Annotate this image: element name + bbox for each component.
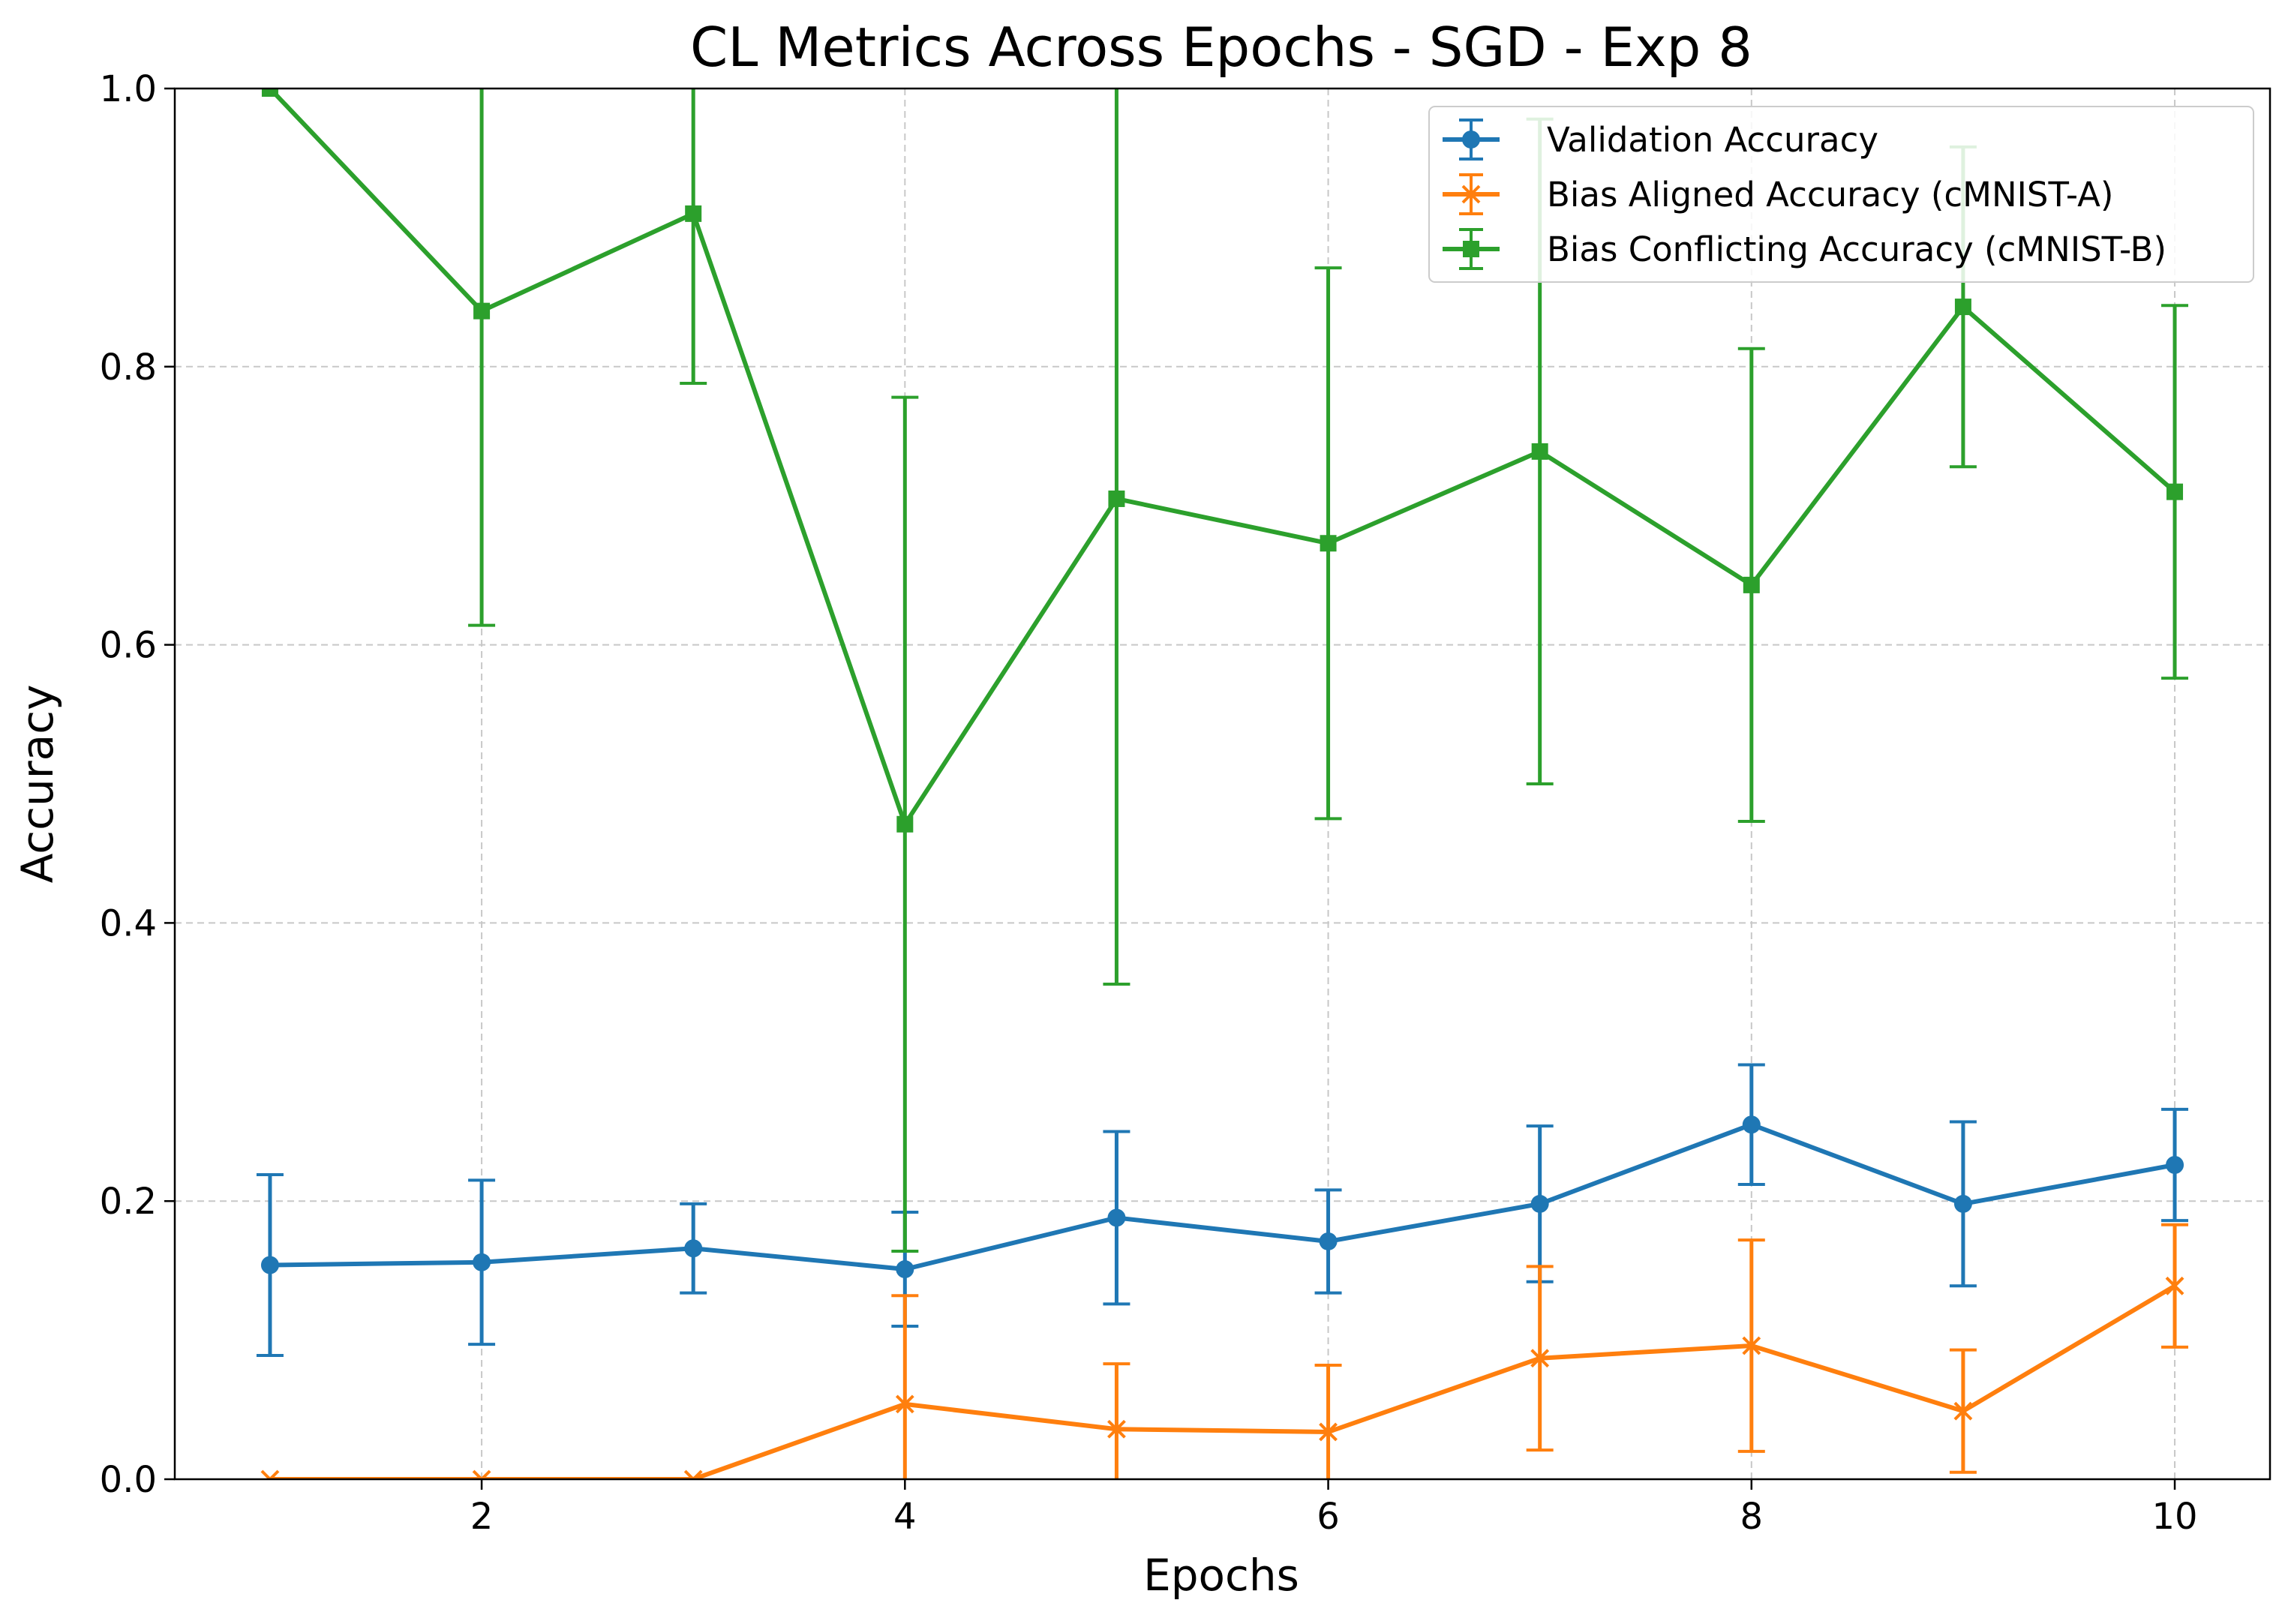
series-3	[261, 89, 2189, 1253]
x-tick-label: 4	[893, 1496, 917, 1538]
data-point	[473, 302, 491, 320]
data-point-stroke-b	[1742, 1336, 1761, 1355]
data-point-stroke-b	[268, 1469, 280, 1479]
legend-label: Validation Accuracy	[1547, 120, 1878, 160]
data-point	[1743, 576, 1760, 593]
data-point	[1107, 1419, 1126, 1439]
data-point	[685, 205, 702, 222]
data-point	[1742, 1336, 1761, 1355]
data-point	[1320, 535, 1337, 552]
data-point	[2166, 483, 2184, 500]
legend-label: Bias Conflicting Accuracy (cMNIST-B)	[1547, 230, 2166, 269]
data-point	[1530, 1194, 1549, 1213]
chart-title: CL Metrics Across Epochs - SGD - Exp 8	[690, 16, 1752, 79]
data-point	[260, 1256, 279, 1274]
data-point-stroke-b	[691, 1469, 703, 1479]
y-tick-label: 0.4	[100, 902, 157, 944]
y-tick-label: 0.0	[100, 1459, 157, 1501]
x-tick-label: 6	[1317, 1496, 1340, 1538]
legend-label: Bias Aligned Accuracy (cMNIST-A)	[1547, 175, 2113, 215]
x-tick-label: 10	[2152, 1496, 2198, 1538]
data-point-stroke-a	[472, 1469, 484, 1479]
data-point-stroke-b	[1319, 1422, 1338, 1442]
data-point	[1531, 443, 1548, 460]
data-point-stroke-a	[683, 1469, 696, 1479]
data-point	[1107, 1208, 1126, 1227]
data-point	[1953, 1401, 1973, 1421]
data-point	[260, 1469, 280, 1479]
legend-box	[1428, 106, 2254, 283]
data-point	[895, 1394, 914, 1414]
data-point	[1954, 299, 1971, 316]
data-point	[2166, 1155, 2184, 1174]
data-point	[683, 1469, 703, 1479]
data-point	[1108, 490, 1125, 507]
series-line	[269, 1283, 2176, 1479]
data-point	[1319, 1232, 1338, 1250]
data-point-stroke-b	[2165, 1276, 2184, 1295]
ticks: 2 4 6 8 10 0.0 0.2 0.4 0.6 0.8 1.0	[100, 68, 2198, 1538]
data-point	[1742, 1115, 1761, 1134]
x-tick-label: 2	[470, 1496, 494, 1538]
data-point-stroke-b	[1107, 1419, 1126, 1439]
x-axis-label: Epochs	[1143, 1550, 1299, 1601]
data-point	[261, 89, 278, 97]
plot-frame	[173, 87, 2271, 1481]
data-point	[896, 1260, 914, 1279]
y-tick-label: 0.2	[100, 1181, 157, 1223]
legend-item-3: Bias Conflicting Accuracy (cMNIST-B)	[1443, 228, 2166, 270]
data-point	[473, 1253, 491, 1271]
x-tick-label: 8	[1740, 1496, 1764, 1538]
legend-marker-stroke-b	[1461, 185, 1481, 204]
data-point-stroke-a	[260, 1469, 272, 1479]
data-point	[1319, 1422, 1338, 1442]
data-point-stroke-b	[1530, 1349, 1550, 1368]
series-line	[268, 89, 2177, 827]
y-axis-label: Accuracy	[12, 685, 63, 884]
legend-item-1: Validation Accuracy	[1443, 119, 1878, 161]
legend: Validation Accuracy Bias Aligned Accuracy…	[1428, 106, 2254, 283]
data-point-stroke-b	[895, 1394, 914, 1414]
data-point-stroke-b	[479, 1469, 491, 1479]
series-1	[256, 1063, 2189, 1357]
legend-item-2: Bias Aligned Accuracy (cMNIST-A)	[1443, 173, 2113, 215]
data-point	[1953, 1194, 1972, 1213]
series-layer	[256, 89, 2189, 1479]
y-tick-label: 1.0	[100, 68, 157, 110]
series-2	[260, 1223, 2189, 1479]
y-tick-label: 0.6	[100, 625, 157, 667]
data-point	[472, 1469, 491, 1479]
data-point	[684, 1239, 703, 1258]
data-point	[896, 815, 914, 833]
data-point-stroke-b	[1953, 1401, 1973, 1421]
series-line	[269, 1122, 2175, 1272]
legend-marker	[1463, 241, 1479, 257]
legend-marker	[1461, 185, 1481, 204]
y-tick-label: 0.8	[100, 347, 157, 389]
data-point	[1530, 1349, 1550, 1368]
legend-marker	[1462, 131, 1480, 149]
data-point	[2165, 1276, 2184, 1295]
